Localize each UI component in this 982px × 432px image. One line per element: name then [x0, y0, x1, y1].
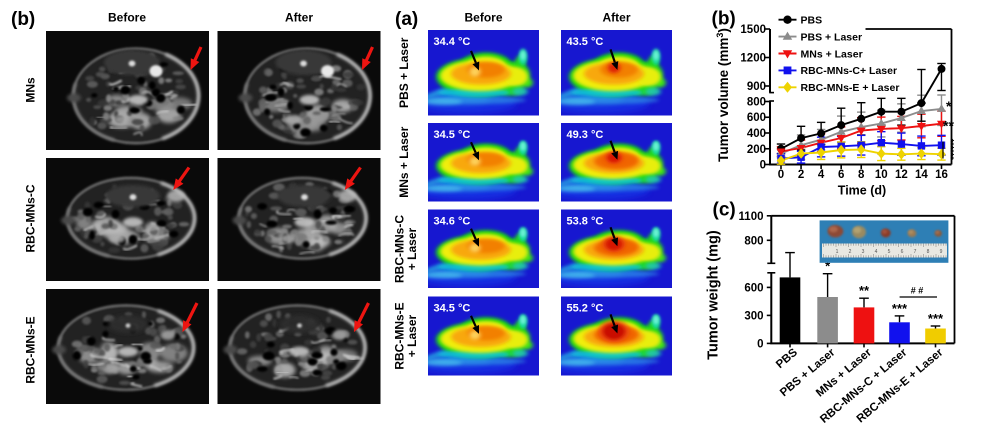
svg-text:1: 1 — [836, 249, 839, 255]
svg-text:16: 16 — [935, 169, 948, 181]
svg-text:1200: 1200 — [740, 53, 766, 65]
svg-text:**: ** — [859, 283, 870, 298]
svg-text:400: 400 — [747, 128, 766, 140]
svg-text:Before: Before — [108, 11, 146, 25]
svg-text:800: 800 — [744, 235, 763, 247]
svg-text:14: 14 — [915, 169, 928, 181]
svg-text:34.6 °C: 34.6 °C — [434, 216, 471, 228]
svg-text:0: 0 — [778, 169, 784, 181]
svg-text:900: 900 — [747, 81, 766, 93]
svg-text:PBS: PBS — [801, 15, 823, 27]
svg-text:3: 3 — [862, 249, 865, 255]
svg-text:**: ** — [943, 118, 954, 134]
svg-text:PBS + Laser: PBS + Laser — [801, 31, 863, 43]
svg-text:MNs: MNs — [24, 77, 38, 103]
svg-text:Before: Before — [464, 11, 502, 25]
svg-text:***: *** — [946, 149, 956, 160]
svg-text:MNs + Laser: MNs + Laser — [397, 126, 411, 197]
svg-text:RBC-MNs-C+ Laser: RBC-MNs-C+ Laser — [801, 65, 898, 77]
svg-text:6: 6 — [838, 169, 844, 181]
svg-text:55.2 °C: 55.2 °C — [567, 303, 604, 315]
svg-text:(b): (b) — [11, 9, 35, 30]
svg-text:0: 0 — [757, 338, 763, 350]
svg-text:300: 300 — [744, 310, 763, 322]
svg-text:Tumor weight (mg): Tumor weight (mg) — [706, 230, 722, 360]
svg-text:*: * — [946, 98, 952, 114]
svg-text:+ Laser: + Laser — [405, 314, 419, 357]
svg-text:RBC-MNs-E + Laser: RBC-MNs-E + Laser — [801, 82, 900, 94]
svg-text:12: 12 — [895, 169, 908, 181]
svg-text:*: * — [825, 259, 831, 274]
svg-text:1500: 1500 — [740, 24, 766, 36]
svg-text:10: 10 — [875, 169, 888, 181]
svg-text:After: After — [285, 11, 313, 25]
svg-text:6: 6 — [901, 249, 904, 255]
svg-text:2: 2 — [798, 169, 804, 181]
svg-text:9: 9 — [940, 249, 943, 255]
svg-text:200: 200 — [747, 144, 766, 156]
svg-text:(b): (b) — [712, 9, 736, 30]
svg-text:53.8 °C: 53.8 °C — [567, 216, 604, 228]
svg-text:Time (d): Time (d) — [838, 184, 886, 198]
svg-text:7: 7 — [914, 249, 917, 255]
svg-text:+ Laser: + Laser — [405, 227, 419, 270]
svg-text:PBS + Laser: PBS + Laser — [397, 37, 411, 108]
svg-text:1100: 1100 — [739, 211, 764, 223]
svg-text:43.5 °C: 43.5 °C — [567, 36, 604, 48]
svg-text:34.5 °C: 34.5 °C — [434, 129, 471, 141]
svg-text:4: 4 — [875, 249, 878, 255]
svg-text:RBC-MNs-C: RBC-MNs-C — [24, 184, 38, 252]
svg-text:RBC-MNs-E: RBC-MNs-E — [393, 302, 407, 369]
svg-text:8: 8 — [927, 249, 930, 255]
svg-text:# #: # # — [911, 286, 924, 296]
svg-text:MNs + Laser: MNs + Laser — [801, 48, 863, 60]
svg-text:8: 8 — [858, 169, 865, 181]
svg-text:34.5 °C: 34.5 °C — [434, 303, 471, 315]
svg-text:(a): (a) — [395, 9, 418, 30]
svg-text:***: *** — [892, 301, 908, 316]
svg-text:Tumor volume (mm3): Tumor volume (mm3) — [715, 28, 731, 162]
svg-text:49.3 °C: 49.3 °C — [567, 129, 604, 141]
svg-text:***: *** — [928, 311, 944, 326]
svg-text:34.4 °C: 34.4 °C — [434, 36, 471, 48]
svg-text:800: 800 — [747, 97, 766, 109]
svg-text:600: 600 — [744, 282, 763, 294]
svg-text:5: 5 — [888, 249, 891, 255]
svg-text:RBC-MNs-C: RBC-MNs-C — [393, 215, 407, 283]
svg-text:2: 2 — [849, 249, 852, 255]
svg-text:600: 600 — [747, 112, 766, 124]
svg-text:4: 4 — [818, 169, 825, 181]
svg-text:(c): (c) — [713, 200, 736, 221]
svg-text:***: *** — [946, 139, 956, 150]
svg-text:After: After — [602, 11, 630, 25]
svg-text:0: 0 — [760, 160, 766, 172]
svg-text:RBC-MNs-E: RBC-MNs-E — [24, 316, 38, 383]
